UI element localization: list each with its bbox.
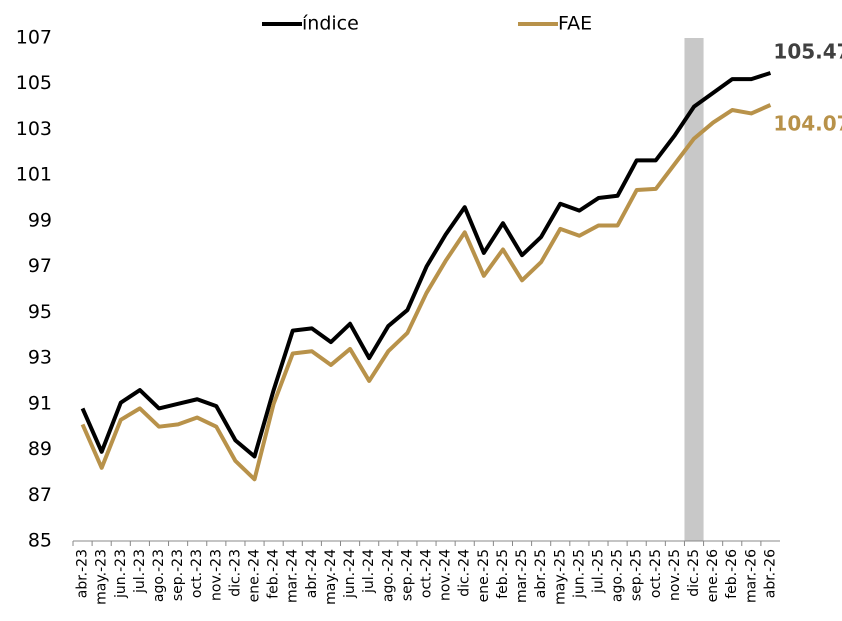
x-tick-label: jun.-25 (571, 549, 587, 599)
y-tick-label: 93 (28, 347, 52, 369)
x-tick-label: ago.-23 (151, 549, 167, 602)
x-tick-label: dic.-24 (457, 549, 473, 597)
y-tick-label: 97 (28, 255, 52, 277)
x-tick-label: abr.-26 (762, 549, 778, 598)
x-tick-label: mar.-26 (743, 549, 759, 603)
x-tick-label: jul.-25 (590, 549, 606, 594)
series-line (80, 103, 772, 482)
x-tick-label: mar.-25 (514, 549, 530, 603)
y-tick-label: 103 (16, 118, 52, 140)
x-tick-label: nov.-24 (438, 549, 454, 601)
x-tick-label: abr.-24 (304, 549, 320, 598)
x-tick-label: may.-24 (323, 549, 339, 605)
x-tick-label: jul.-23 (132, 549, 148, 594)
x-tick-label: ago.-24 (380, 549, 396, 602)
x-tick-label: oct.-23 (189, 549, 205, 598)
y-tick-label: 99 (28, 209, 52, 231)
end-label: 104.07 (773, 111, 842, 135)
legend-label: FAE (558, 13, 592, 35)
y-tick-label: 87 (28, 484, 52, 506)
end-label: 105.47 (773, 39, 842, 63)
x-tick-label: feb.-26 (724, 549, 740, 599)
x-tick-label: ene.-24 (247, 549, 263, 603)
y-tick-label: 91 (28, 392, 52, 414)
x-tick-label: ago.-25 (610, 549, 626, 602)
y-tick-label: 95 (28, 301, 52, 323)
x-tick-label: sep.-23 (170, 549, 186, 601)
highlight-band (684, 38, 704, 541)
x-tick-label: abr.-25 (533, 549, 549, 598)
x-tick-label: nov.-25 (667, 549, 683, 601)
x-tick-label: jul.-24 (361, 549, 377, 594)
legend-label: índice (302, 13, 359, 35)
x-tick-label: sep.-24 (399, 549, 415, 601)
y-tick-label: 85 (28, 530, 52, 552)
x-tick-label: sep.-25 (629, 549, 645, 601)
x-tick-label: oct.-24 (419, 549, 435, 598)
x-tick-label: nov.-23 (208, 549, 224, 601)
x-tick-label: jun.-24 (342, 549, 358, 599)
x-tick-label: dic.-23 (227, 549, 243, 597)
x-tick-label: may.-23 (94, 549, 110, 605)
x-tick-label: abr.-23 (75, 549, 91, 598)
series-line (80, 71, 772, 459)
y-tick-label: 101 (16, 164, 52, 186)
y-tick-label: 107 (16, 27, 52, 49)
x-tick-label: may.-25 (552, 549, 568, 605)
x-tick-label: jun.-23 (113, 549, 129, 599)
x-tick-label: oct.-25 (648, 549, 664, 598)
x-tick-label: ene.-26 (705, 549, 721, 603)
x-tick-label: feb.-25 (495, 549, 511, 599)
x-tick-label: dic.-25 (686, 549, 702, 597)
x-tick-label: ene.-25 (476, 549, 492, 602)
x-tick-label: feb.-24 (266, 549, 282, 599)
x-tick-label: mar.-24 (285, 549, 301, 603)
y-tick-label: 105 (16, 72, 52, 94)
y-tick-label: 89 (28, 438, 52, 460)
